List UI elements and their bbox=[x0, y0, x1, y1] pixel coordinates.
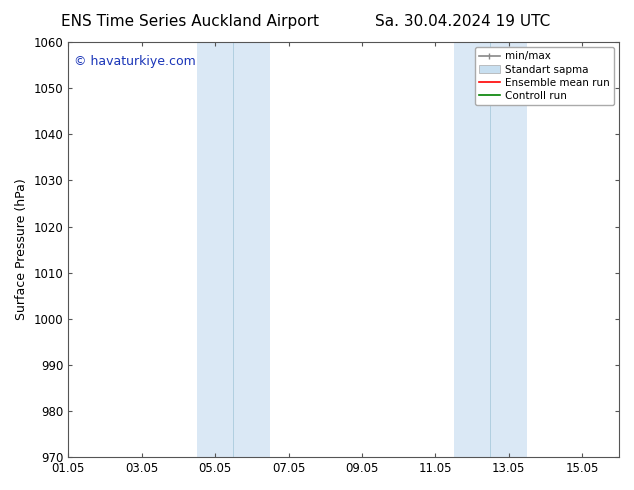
Text: © havaturkiye.com: © havaturkiye.com bbox=[74, 54, 195, 68]
Y-axis label: Surface Pressure (hPa): Surface Pressure (hPa) bbox=[15, 179, 28, 320]
Bar bbox=[491, 42, 527, 457]
Bar bbox=[197, 42, 233, 457]
Legend: min/max, Standart sapma, Ensemble mean run, Controll run: min/max, Standart sapma, Ensemble mean r… bbox=[475, 47, 614, 105]
Text: Sa. 30.04.2024 19 UTC: Sa. 30.04.2024 19 UTC bbox=[375, 14, 550, 29]
Text: ENS Time Series Auckland Airport: ENS Time Series Auckland Airport bbox=[61, 14, 319, 29]
Bar bbox=[233, 42, 270, 457]
Bar bbox=[454, 42, 491, 457]
